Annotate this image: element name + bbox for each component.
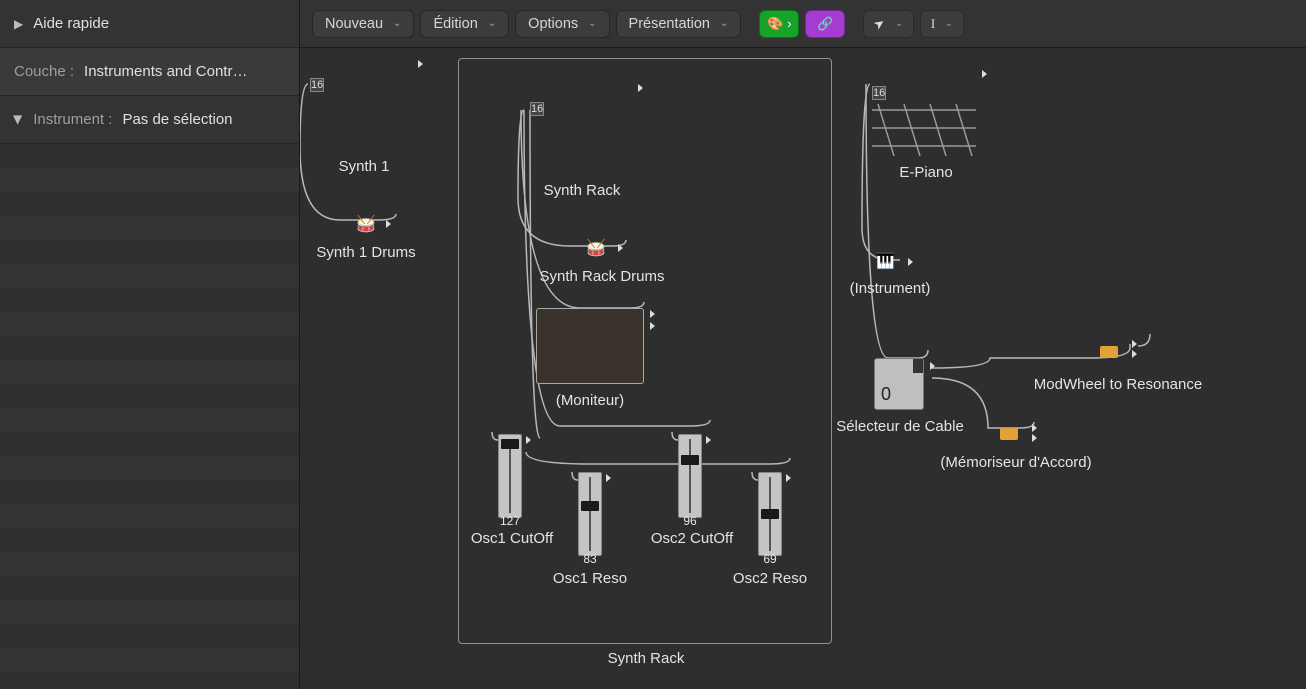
channel-cell[interactable]: 16 — [872, 86, 886, 100]
synth-rack-drums-label: Synth Rack Drums — [539, 268, 664, 285]
osc2-reso-fader[interactable] — [758, 472, 782, 556]
chevron-down-icon: ⌄ — [488, 18, 496, 29]
output-port-icon — [386, 220, 391, 228]
osc1-cutoff-label: Osc1 CutOff — [471, 530, 553, 547]
synth1-multi-instrument[interactable]: 12345678910111213141516 — [310, 78, 414, 150]
osc1-reso-fader[interactable] — [578, 472, 602, 556]
menu-new-label: Nouveau — [325, 16, 383, 32]
layer-row[interactable]: Couche : Instruments and Contr… — [0, 48, 299, 96]
chord-memorizer-icon — [1000, 428, 1018, 440]
osc1-cutoff-value: 127 — [500, 514, 520, 528]
instrument-label: (Instrument) — [850, 280, 931, 297]
output-port-icon — [526, 436, 531, 444]
synth1-label: Synth 1 — [339, 158, 390, 175]
osc2-cutoff-value: 96 — [683, 514, 696, 528]
quick-help-row[interactable]: ▶ Aide rapide — [0, 0, 299, 48]
keyboard-icon: 🎹 — [876, 252, 895, 270]
monitor-object[interactable] — [536, 308, 644, 384]
output-port-icon — [1032, 424, 1037, 432]
synth-rack-label: Synth Rack — [544, 182, 621, 199]
link-icon: 🔗 — [817, 16, 833, 32]
sidebar-empty-rows — [0, 144, 299, 689]
menu-view[interactable]: Présentation ⌄ — [616, 10, 742, 38]
link-button[interactable]: 🔗 — [805, 10, 845, 38]
osc2-cutoff-fader[interactable] — [678, 434, 702, 518]
chevron-down-icon: ⌄ — [588, 18, 596, 29]
osc1-cutoff-fader[interactable] — [498, 434, 522, 518]
output-port-icon — [1132, 350, 1137, 358]
output-port-icon — [786, 474, 791, 482]
group-label: Synth Rack — [608, 650, 685, 667]
midi-activity-button[interactable]: 🎨 › — [759, 10, 799, 38]
synth-rack-multi-instrument[interactable]: 12345678910111213141516 — [530, 102, 634, 174]
output-port-icon — [650, 322, 655, 330]
pointer-tool[interactable]: ➤ ⌄ — [863, 10, 913, 38]
menu-new[interactable]: Nouveau ⌄ — [312, 10, 414, 38]
output-port-icon — [606, 474, 611, 482]
sidebar: ▶ Aide rapide Couche : Instruments and C… — [0, 0, 300, 689]
instrument-value: Pas de sélection — [122, 111, 232, 128]
channel-cell[interactable]: 16 — [310, 78, 324, 92]
cable-switcher[interactable]: 0 — [874, 358, 924, 410]
drums-icon: 🥁 — [586, 238, 606, 258]
epiano-multi-instrument[interactable]: 12345678910111213141516 — [872, 86, 976, 158]
menu-options-label: Options — [528, 16, 578, 32]
palette-icon: 🎨 — [767, 16, 783, 32]
chevron-down-icon: ⌄ — [393, 18, 401, 29]
osc2-cutoff-label: Osc2 CutOff — [651, 530, 733, 547]
modwheel-label: ModWheel to Resonance — [1034, 376, 1202, 393]
channel-cell[interactable]: 16 — [530, 102, 544, 116]
output-port-icon — [908, 258, 913, 266]
chevron-down-icon: ⌄ — [895, 18, 903, 29]
text-tool[interactable]: I ⌄ — [920, 10, 964, 38]
instrument-label: Instrument : — [33, 111, 112, 128]
output-port-icon — [930, 362, 935, 370]
cable-switcher-value: 0 — [881, 384, 891, 405]
menu-view-label: Présentation — [629, 16, 710, 32]
epiano-label: E-Piano — [899, 164, 952, 181]
instrument-row[interactable]: ▶ Instrument : Pas de sélection — [0, 96, 299, 144]
chevron-down-icon: ⌄ — [945, 18, 953, 29]
chevron-down-icon: ▶ — [12, 115, 26, 124]
text-icon: I — [931, 16, 935, 32]
osc1-reso-value: 83 — [583, 552, 596, 566]
menu-edit-label: Édition — [433, 16, 477, 32]
toolbar: Nouveau ⌄ Édition ⌄ Options ⌄ Présentati… — [300, 0, 1306, 48]
layer-value: Instruments and Contr… — [84, 63, 247, 80]
menu-edit[interactable]: Édition ⌄ — [420, 10, 509, 38]
chord-memorizer-label: (Mémoriseur d'Accord) — [940, 454, 1091, 471]
output-port-icon — [982, 70, 987, 78]
chevron-right-icon: ▶ — [14, 17, 23, 31]
osc2-reso-value: 69 — [763, 552, 776, 566]
pointer-icon: ➤ — [871, 14, 889, 33]
output-port-icon — [1032, 434, 1037, 442]
osc1-reso-label: Osc1 Reso — [553, 570, 627, 587]
output-port-icon — [706, 436, 711, 444]
output-port-icon — [638, 84, 643, 92]
transformer-icon — [1100, 346, 1118, 358]
chevron-down-icon: ⌄ — [720, 18, 728, 29]
output-port-icon — [650, 310, 655, 318]
output-port-icon — [418, 60, 423, 68]
osc2-reso-label: Osc2 Reso — [733, 570, 807, 587]
menu-options[interactable]: Options ⌄ — [515, 10, 609, 38]
output-port-icon — [618, 244, 623, 252]
monitor-label: (Moniteur) — [556, 392, 624, 409]
synth1-drums-label: Synth 1 Drums — [316, 244, 415, 261]
environment-canvas[interactable]: Synth Rack 12345678910111213141516 Synth… — [300, 48, 1306, 689]
output-port-icon — [1132, 340, 1137, 348]
cable-switcher-label: Sélecteur de Cable — [836, 418, 964, 435]
layer-label: Couche : — [14, 63, 74, 80]
quick-help-label: Aide rapide — [33, 15, 109, 32]
drums-icon: 🥁 — [356, 214, 376, 234]
